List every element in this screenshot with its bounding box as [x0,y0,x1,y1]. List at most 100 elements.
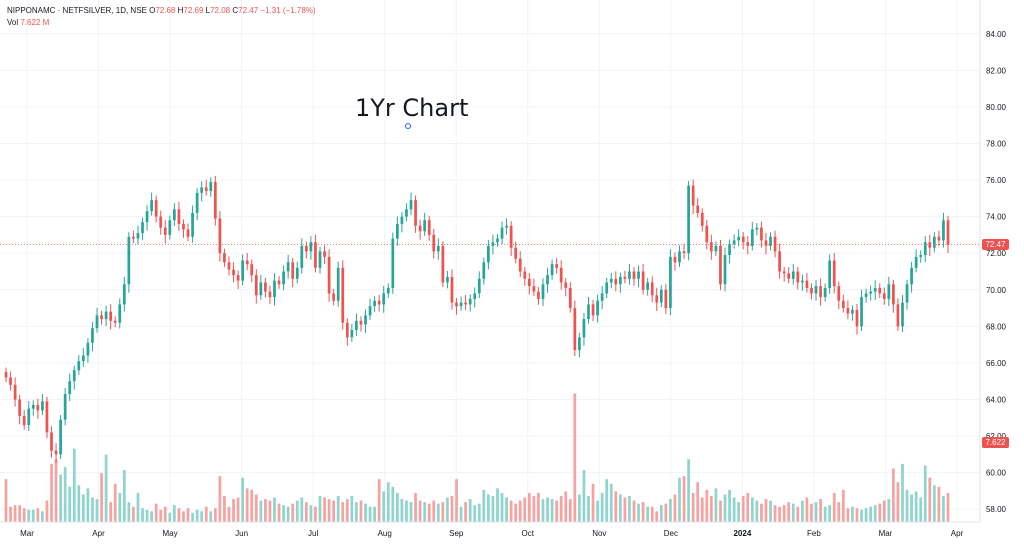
volume-bar [132,506,135,522]
candle-body [459,302,463,307]
volume-bar [737,502,741,522]
candle-body [787,273,791,279]
volume-bar [441,502,445,522]
volume-bar [81,494,85,522]
volume-bar [855,508,859,522]
volume-bar [669,499,672,522]
volume-bar [714,488,718,522]
volume-bar [518,500,522,522]
chart-annotation-title[interactable]: 1Yr Chart [355,94,469,122]
volume-bar [482,489,486,522]
y-tick-label: 74.00 [986,213,1007,222]
candle-body [282,271,285,285]
x-tick-label: Mar [20,529,34,538]
volume-bar [382,491,386,522]
legend-symbol[interactable]: NIPPONAMC · NETFSILVER, 1D, NSE [7,6,147,15]
candle-body [145,211,149,223]
volume-bar [659,505,663,522]
x-tick-label: Apr [951,529,964,538]
candle-body [227,262,231,270]
legend-volume-label[interactable]: Vol [7,18,19,27]
volume-bar [355,502,358,522]
volume-bar [136,492,140,522]
candle-body [377,300,381,305]
y-tick-label: 62.00 [986,432,1007,441]
volume-bar [282,505,285,522]
volume-bar [377,479,381,522]
volume-bar [473,505,477,522]
volume-bar [364,503,367,522]
x-tick-label: May [163,529,178,538]
volume-bar [200,511,204,522]
volume-bar [250,489,254,522]
candle-body [878,287,882,294]
last-price-tag: 72.47 [982,239,1009,251]
candle-body [68,381,72,394]
volume-bars [4,393,950,522]
candle-body [264,282,267,292]
candle-body [441,245,445,283]
volume-bar [45,500,49,522]
candle-body [887,284,891,299]
x-tick-label: Apr [92,529,105,538]
candle-body [509,225,513,248]
x-tick-label: Jul [308,529,318,538]
candle-body [268,291,272,298]
candle-body [869,291,873,294]
volume-bar [600,492,604,522]
candle-body [814,286,818,294]
candle-body [632,271,636,279]
candle-body [286,262,290,272]
annotation-anchor-handle[interactable] [405,123,411,129]
volume-bar [637,503,640,522]
volume-bar [109,502,113,522]
candle-body [409,200,413,210]
candle-body [892,284,895,305]
candle-body [664,289,668,309]
candle-body [678,251,681,263]
volume-bar [332,500,336,522]
legend-row-ohlc: NIPPONAMC · NETFSILVER, 1D, NSE O72.68 H… [7,5,316,17]
candle-body [63,394,67,420]
legend-row-volume: Vol 7.622 M [7,17,316,29]
volume-bar [9,506,12,522]
candle-body [209,181,213,192]
candle-body [141,222,144,234]
price-axis[interactable]: 84.00 82.00 80.00 78.00 76.00 74.00 72.00 70.00… [986,30,1007,514]
candle-body [159,216,163,228]
candle-body [719,245,722,285]
legend-open-label: O [149,6,156,15]
volume-bar [341,502,345,522]
candle-body [923,242,927,256]
candle-body [750,229,754,246]
candle-body [514,247,518,259]
candle-body [846,308,850,314]
candle-body [646,282,650,290]
volume-bar [173,505,176,522]
candle-body [414,200,417,226]
candle-body [696,205,700,213]
legend-high-label: H [177,6,184,15]
legend-low-value: 72.08 [210,6,231,15]
volume-bar [764,499,768,522]
x-tick-label: Nov [592,529,606,538]
candle-body [154,200,158,217]
candle-body [855,309,859,327]
volume-bar [122,470,126,522]
volume-bar [700,497,704,522]
candle-body [418,225,422,232]
volume-bar [664,503,668,522]
volume-bar [323,497,326,522]
volume-bar [455,479,458,522]
candle-body [364,315,367,325]
volume-bar [937,486,941,522]
candle-body [896,304,900,327]
candle-body [31,404,35,409]
volume-bar [860,509,863,522]
time-axis[interactable]: Mar Apr May Jun Jul Aug Sep Oct Nov Dec 2024 Feb Mar… [20,529,963,538]
legend-high-value: 72.69 [183,6,204,15]
candle-body [591,304,595,316]
volume-bar [801,500,804,522]
